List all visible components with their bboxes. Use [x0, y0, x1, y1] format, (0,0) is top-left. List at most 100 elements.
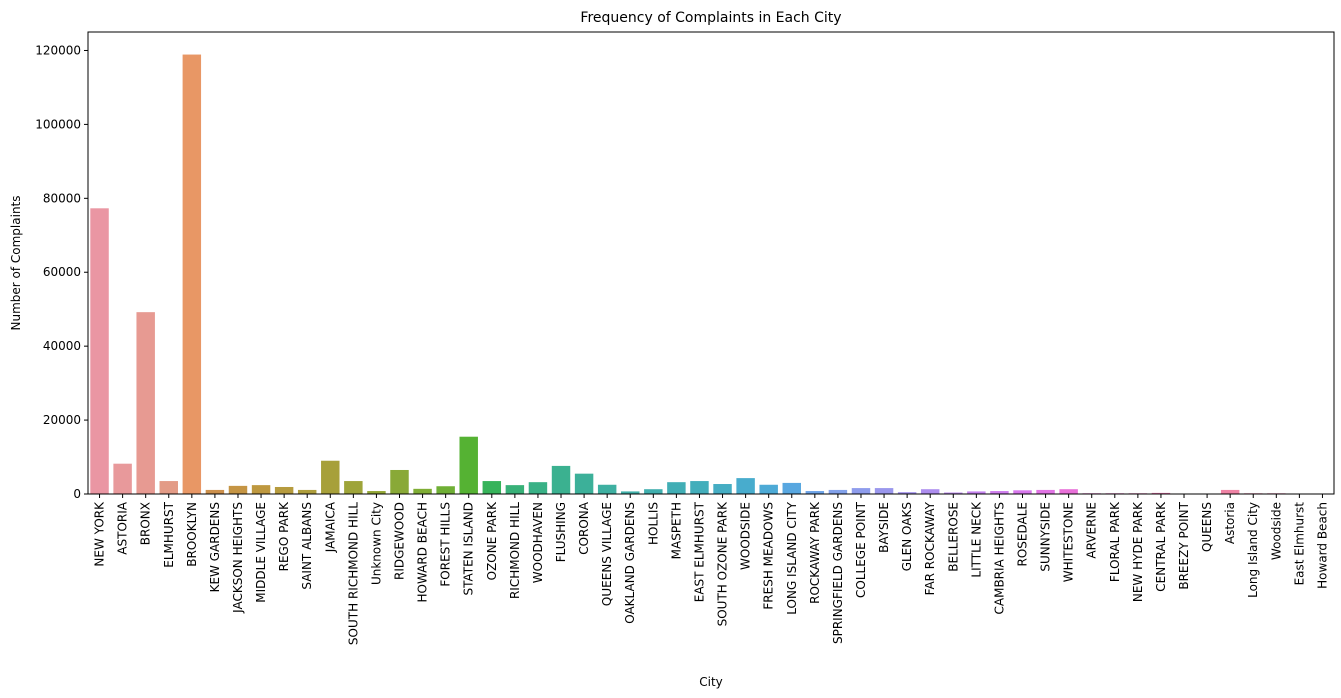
- bar: [344, 481, 363, 494]
- bar: [782, 482, 801, 494]
- bar: [805, 491, 825, 494]
- x-tick-label: COLLEGE POINT: [854, 501, 868, 598]
- y-axis-label: Number of Complaints: [9, 195, 23, 330]
- x-tick-label: ARVERNE: [1085, 502, 1099, 559]
- x-axis-label: City: [699, 675, 723, 689]
- x-tick-label: QUEENS: [1200, 502, 1214, 552]
- x-tick-label: ELMHURST: [162, 501, 176, 567]
- bar: [851, 488, 871, 494]
- y-tick-label: 60000: [43, 265, 81, 279]
- bar: [159, 481, 178, 494]
- x-tick-label: BAYSIDE: [877, 502, 891, 553]
- bar: [621, 491, 640, 494]
- bars-group: [90, 54, 1332, 495]
- x-tick-label: KEW GARDENS: [208, 502, 222, 592]
- x-tick-label: FOREST HILLS: [439, 502, 453, 587]
- bar: [1220, 489, 1240, 494]
- x-tick-label: Astoria: [1223, 502, 1237, 544]
- x-tick-label: BREEZY POINT: [1177, 501, 1191, 589]
- bar: [990, 491, 1009, 494]
- x-tick-label: JAMAICA: [323, 501, 337, 553]
- y-tick-label: 0: [73, 487, 81, 501]
- x-tick-label: FRESH MEADOWS: [762, 502, 776, 610]
- bar: [759, 484, 778, 494]
- bar: [274, 486, 294, 494]
- x-tick-label: MIDDLE VILLAGE: [254, 502, 268, 603]
- x-tick-label: WHITESTONE: [1062, 502, 1076, 582]
- bar: [597, 484, 617, 494]
- bar: [1059, 489, 1078, 494]
- x-tick-label: RIDGEWOOD: [393, 502, 407, 580]
- x-tick-label: NEW HYDE PARK: [1131, 501, 1145, 602]
- bar: [528, 482, 548, 494]
- bar: [251, 485, 271, 494]
- x-tick-label: GLEN OAKS: [900, 502, 914, 571]
- x-tick-label: REGO PARK: [277, 501, 291, 571]
- x-tick-label: EAST ELMHURST: [692, 501, 706, 602]
- y-axis-ticks: 0 20000 40000 60000 80000 100000 120000: [35, 43, 88, 501]
- bar: [297, 489, 317, 494]
- x-tick-label: FLORAL PARK: [1108, 501, 1122, 582]
- x-tick-label: BROOKLYN: [185, 502, 199, 567]
- bar: [713, 484, 732, 494]
- bar: [505, 485, 525, 494]
- x-axis-ticks: NEW YORK ASTORIA BRONX ELMHURST BROOKLYN KEW …: [93, 494, 1329, 645]
- x-tick-label: FAR ROCKAWAY: [923, 501, 937, 595]
- bar: [90, 208, 109, 495]
- bar: [874, 488, 894, 494]
- bar: [944, 492, 963, 494]
- x-tick-label: RICHMOND HILL: [508, 502, 522, 599]
- plot-frame: [87, 31, 1335, 495]
- bar: [321, 460, 340, 494]
- x-tick-label: CORONA: [577, 501, 591, 555]
- x-tick-label: BELLEROSE: [946, 502, 960, 572]
- x-tick-label: Howard Beach: [1315, 502, 1329, 589]
- x-tick-label: ROCKAWAY PARK: [808, 501, 822, 604]
- bar: [136, 312, 155, 494]
- x-tick-label: HOLLIS: [646, 502, 660, 545]
- bar: [205, 489, 225, 494]
- x-tick-label: WOODHAVEN: [531, 502, 545, 583]
- bar: [967, 491, 986, 494]
- y-tick-label: 40000: [43, 339, 81, 353]
- bar: [920, 489, 940, 494]
- x-tick-label: QUEENS VILLAGE: [600, 502, 614, 606]
- x-tick-label: SOUTH RICHMOND HILL: [346, 502, 360, 645]
- x-tick-label: WOODSIDE: [739, 502, 753, 570]
- chart-title: Frequency of Complaints in Each City: [580, 10, 841, 26]
- x-tick-label: SAINT ALBANS: [300, 502, 314, 590]
- x-tick-label: OZONE PARK: [485, 501, 499, 581]
- bar: [228, 485, 248, 494]
- x-tick-label: NEW YORK: [93, 501, 107, 567]
- bar: [1013, 490, 1032, 494]
- bar: [459, 436, 478, 494]
- x-tick-label: FLUSHING: [554, 502, 568, 562]
- bar: [1151, 492, 1171, 494]
- bar: [828, 489, 848, 494]
- x-tick-label: OAKLAND GARDENS: [623, 502, 637, 624]
- bar: [367, 491, 386, 494]
- bar: [482, 481, 502, 494]
- y-tick-label: 20000: [43, 413, 81, 427]
- bar: [690, 481, 709, 494]
- y-tick-label: 120000: [35, 43, 81, 57]
- x-tick-label: CAMBRIA HEIGHTS: [992, 502, 1006, 615]
- bar: [413, 488, 432, 494]
- x-tick-label: JACKSON HEIGHTS: [231, 502, 245, 614]
- x-tick-label: LONG ISLAND CITY: [785, 501, 799, 614]
- x-tick-label: ASTORIA: [116, 501, 130, 554]
- x-tick-label: ROSEDALE: [1016, 502, 1030, 567]
- x-tick-label: MASPETH: [669, 502, 683, 559]
- bar: [390, 469, 409, 494]
- x-tick-label: BRONX: [139, 502, 153, 545]
- bar: [182, 54, 202, 495]
- bar: [1036, 489, 1055, 494]
- x-tick-label: Long Island City: [1246, 502, 1260, 598]
- bar: [574, 473, 594, 494]
- x-tick-label: HOWARD BEACH: [416, 502, 430, 603]
- bar: [736, 478, 755, 494]
- x-tick-label: SPRINGFIELD GARDENS: [831, 502, 845, 644]
- x-tick-label: Unknown City: [369, 502, 383, 585]
- bar: [551, 465, 571, 494]
